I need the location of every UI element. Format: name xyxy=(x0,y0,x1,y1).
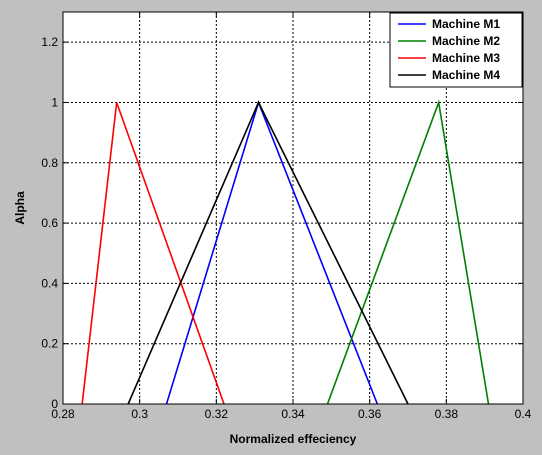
x-tick-label: 0.28 xyxy=(51,407,75,421)
axis-ticks: 0.28 0.3 0.32 0.34 0.36 0.38 0.4 0 0.2 0.4 0.6 0.8 1… xyxy=(41,12,532,421)
x-axis-label: Normalized effeciency xyxy=(230,432,357,446)
x-tick-label: 0.36 xyxy=(358,407,382,421)
y-tick-label: 0.6 xyxy=(41,216,58,230)
x-tick-label: 0.3 xyxy=(131,407,148,421)
y-tick-label: 0.2 xyxy=(41,337,58,351)
y-tick-label: 1 xyxy=(51,95,58,109)
series-line-machine-m3 xyxy=(81,102,225,405)
legend-label: Machine M1 xyxy=(432,17,500,31)
grid xyxy=(63,12,523,404)
series-line-machine-m2 xyxy=(326,99,490,405)
x-tick-label: 0.38 xyxy=(435,407,459,421)
y-tick-label: 1.2 xyxy=(41,35,58,49)
legend-label: Machine M4 xyxy=(432,68,500,82)
x-tick-label: 0.4 xyxy=(515,407,532,421)
series-lines xyxy=(81,99,490,405)
legend-label: Machine M3 xyxy=(432,51,500,65)
x-tick-label: 0.34 xyxy=(281,407,305,421)
y-tick-label: 0.4 xyxy=(41,276,58,290)
legend-label: Machine M2 xyxy=(432,34,500,48)
y-tick-label: 0 xyxy=(51,397,58,411)
series-line-machine-m4 xyxy=(127,100,409,405)
y-tick-label: 0.8 xyxy=(41,156,58,170)
x-tick-label: 0.32 xyxy=(205,407,229,421)
legend: Machine M1 Machine M2 Machine M3 Machine M4 xyxy=(389,12,523,88)
y-axis-label: Alpha xyxy=(13,191,27,225)
